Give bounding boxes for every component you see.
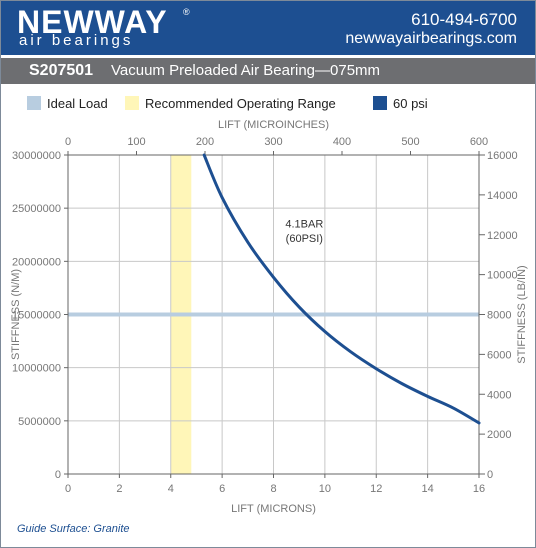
x-tick-label: 6 <box>219 483 225 495</box>
legend-swatch-ideal-load <box>27 96 41 110</box>
y-tick-label: 30000000 <box>12 150 61 162</box>
legend-label-ideal-load: Ideal Load <box>47 95 108 111</box>
y2-tick-label: 6000 <box>487 349 511 361</box>
y2-axis-title: STIFFNESS (LB/IN) <box>516 265 528 363</box>
website-link[interactable]: newwayairbearings.com <box>345 30 517 47</box>
curve-annotation: 4.1BAR <box>285 218 323 230</box>
brand-tagline: air bearings <box>19 32 134 49</box>
y-tick-label: 15000000 <box>12 310 61 322</box>
y2-tick-label: 12000 <box>487 230 518 242</box>
x-tick-label: 8 <box>270 483 276 495</box>
legend-swatch-60-psi <box>373 96 387 110</box>
x2-tick-label: 600 <box>470 136 488 148</box>
y2-tick-label: 2000 <box>487 429 511 441</box>
x-tick-label: 16 <box>473 483 485 495</box>
y2-tick-label: 8000 <box>487 310 511 322</box>
y2-tick-label: 16000 <box>487 150 518 162</box>
header-banner: NEWWAY ® air bearings 610-494-6700 newwa… <box>1 1 535 55</box>
y-tick-label: 25000000 <box>12 203 61 215</box>
y-tick-label: 5000000 <box>18 416 61 428</box>
x2-tick-label: 200 <box>196 136 214 148</box>
curve-annotation: (60PSI) <box>286 233 323 245</box>
y2-tick-label: 10000 <box>487 270 518 282</box>
y-tick-label: 10000000 <box>12 363 61 375</box>
x-tick-label: 14 <box>422 483 434 495</box>
x2-tick-label: 500 <box>401 136 419 148</box>
model-number: S207501 <box>29 62 94 79</box>
series-line-60-psi <box>202 153 481 425</box>
registered-mark: ® <box>183 7 190 17</box>
x-axis-title: LIFT (MICRONS) <box>231 503 316 515</box>
x2-tick-label: 300 <box>264 136 282 148</box>
title-bar: S207501 Vacuum Preloaded Air Bearing—075… <box>1 58 535 84</box>
legend-label-60-psi: 60 psi <box>393 95 428 111</box>
guide-surface-note: Guide Surface: Granite <box>17 523 130 535</box>
x2-axis-title: LIFT (MICROINCHES) <box>218 119 329 131</box>
legend-60-psi: 60 psi <box>373 95 428 111</box>
y-axis-title: STIFFNESS (N/M) <box>10 269 22 360</box>
x-tick-label: 4 <box>168 483 174 495</box>
x-tick-label: 12 <box>370 483 382 495</box>
brand-logo: NEWWAY <box>17 4 168 40</box>
y2-tick-label: 0 <box>487 469 493 481</box>
model-description: Vacuum Preloaded Air Bearing—075mm <box>111 62 381 79</box>
y-tick-label: 20000000 <box>12 256 61 268</box>
x-tick-label: 0 <box>65 483 71 495</box>
x-tick-label: 2 <box>116 483 122 495</box>
x2-tick-label: 0 <box>65 136 71 148</box>
x2-tick-label: 400 <box>333 136 351 148</box>
y-tick-label: 0 <box>55 469 61 481</box>
legend-ideal-load: Ideal Load <box>27 95 108 111</box>
legend-label-recommended-range: Recommended Operating Range <box>145 95 336 111</box>
phone-number: 610-494-6700 <box>411 10 517 29</box>
legend-swatch-recommended-range <box>125 96 139 110</box>
x-tick-label: 10 <box>319 483 331 495</box>
x2-tick-label: 100 <box>127 136 145 148</box>
y2-tick-label: 14000 <box>487 190 518 202</box>
y2-tick-label: 4000 <box>487 389 511 401</box>
legend-recommended-range: Recommended Operating Range <box>125 95 336 111</box>
